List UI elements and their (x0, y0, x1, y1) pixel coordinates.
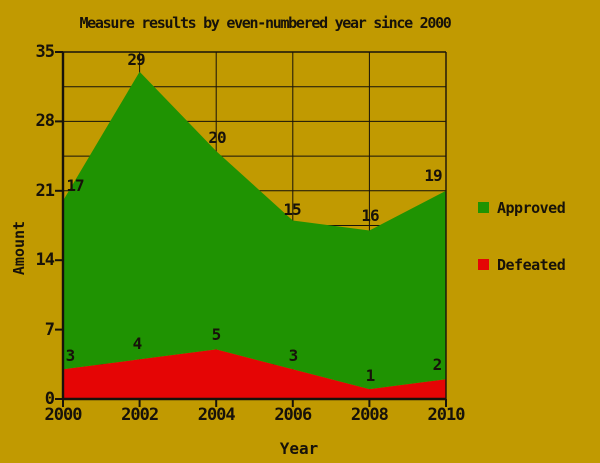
data-label-defeated: 3 (65, 346, 76, 365)
x-tick-label: 2002 (121, 405, 159, 425)
x-tick-label: 2004 (197, 405, 236, 425)
x-axis-label: Year (279, 439, 319, 458)
x-tick-label: 2006 (274, 405, 312, 425)
y-tick-label: 35 (35, 42, 55, 62)
defeated-swatch-icon (478, 259, 489, 270)
y-tick-label: 0 (44, 389, 55, 409)
y-tick-label: 7 (44, 320, 55, 340)
data-label-defeated: 5 (211, 325, 222, 344)
y-tick-label: 21 (35, 181, 55, 201)
x-tick-label: 2000 (44, 405, 83, 425)
y-tick-label: 14 (35, 250, 55, 270)
legend-label-defeated: Defeated (497, 256, 566, 274)
area-defeated (63, 349, 446, 399)
data-label-defeated: 3 (288, 346, 299, 365)
data-label-approved: 15 (283, 200, 301, 219)
x-tick-label: 2008 (350, 405, 389, 425)
data-label-defeated: 2 (432, 355, 443, 374)
data-label-approved: 20 (208, 128, 226, 147)
y-tick-label: 28 (35, 111, 55, 131)
data-label-approved: 16 (361, 206, 379, 225)
data-label-approved: 19 (424, 166, 442, 185)
x-tick-label: 2010 (427, 405, 466, 425)
y-axis-label: Amount (10, 220, 28, 276)
chart-title: Measure results by even-numbered year si… (79, 14, 451, 32)
area-approved (63, 71, 446, 390)
data-label-defeated: 4 (132, 334, 143, 353)
approved-swatch-icon (478, 202, 489, 213)
data-label-defeated: 1 (365, 366, 376, 385)
legend-label-approved: Approved (497, 199, 566, 217)
data-label-approved: 17 (66, 176, 84, 195)
data-label-approved: 29 (127, 50, 145, 69)
